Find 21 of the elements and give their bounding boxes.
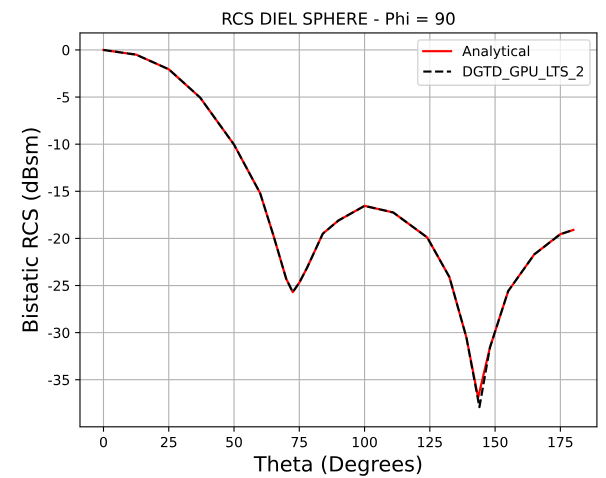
x-tick-label: 0 xyxy=(100,436,107,448)
x-axis-title: Theta (Degrees) xyxy=(254,456,422,476)
x-tick-label: 175 xyxy=(548,437,572,448)
chart-title: RCS DIEL SPHERE - Phi = 90 xyxy=(222,12,455,25)
x-tick-label: 75 xyxy=(292,437,307,448)
x-tick-label: 50 xyxy=(226,436,242,448)
y-tick-label: -30 xyxy=(48,328,70,338)
legend-label: DGTD_GPU_LTS_2 xyxy=(464,66,584,80)
legend-label: Analytical xyxy=(462,45,530,59)
y-tick-label: 0 xyxy=(62,44,70,56)
y-tick-label: -10 xyxy=(48,139,70,150)
y-tick-label: -35 xyxy=(48,374,70,386)
y-tick-label: -20 xyxy=(48,233,70,244)
x-tick-label: 25 xyxy=(160,436,176,448)
y-axis-title: Bistatic RCS (dBsm) xyxy=(22,128,40,332)
x-tick-label: 100 xyxy=(352,436,377,448)
x-tick-label: 125 xyxy=(418,436,442,448)
y-tick-label: -5 xyxy=(57,92,70,103)
y-tick-label: -15 xyxy=(48,186,70,197)
y-tick-label: -25 xyxy=(48,280,70,291)
x-tick-label: 150 xyxy=(483,436,508,448)
